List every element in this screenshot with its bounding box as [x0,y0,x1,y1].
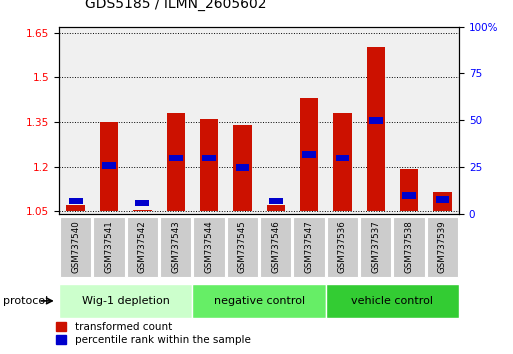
Text: GSM737542: GSM737542 [138,221,147,273]
Bar [167,113,185,211]
Text: GSM737544: GSM737544 [205,221,213,273]
FancyBboxPatch shape [59,284,192,318]
Text: negative control: negative control [213,296,305,306]
FancyBboxPatch shape [260,217,291,277]
Bar [402,192,416,199]
FancyBboxPatch shape [327,217,358,277]
Text: GSM737541: GSM737541 [105,221,113,273]
Text: GSM737537: GSM737537 [371,221,380,273]
Bar [200,119,218,211]
FancyBboxPatch shape [160,217,191,277]
FancyBboxPatch shape [326,284,459,318]
FancyBboxPatch shape [60,217,91,277]
Bar [67,205,85,211]
FancyBboxPatch shape [127,217,158,277]
Bar [100,122,118,211]
Bar [135,200,149,206]
FancyBboxPatch shape [93,217,125,277]
FancyBboxPatch shape [227,217,258,277]
Bar [102,162,116,169]
Bar [369,117,383,124]
Bar [436,196,449,202]
Bar [300,98,318,211]
FancyBboxPatch shape [393,217,425,277]
FancyBboxPatch shape [427,217,458,277]
Text: GSM737546: GSM737546 [271,221,280,273]
FancyBboxPatch shape [360,217,391,277]
Bar [267,205,285,211]
Bar [202,154,216,161]
Legend: transformed count, percentile rank within the sample: transformed count, percentile rank withi… [54,320,253,347]
Bar [302,151,316,158]
Text: GSM737536: GSM737536 [338,221,347,273]
Text: GSM737538: GSM737538 [405,221,413,273]
Text: GSM737547: GSM737547 [305,221,313,273]
Bar [269,198,283,204]
Text: GSM737545: GSM737545 [238,221,247,273]
Text: Wig-1 depletion: Wig-1 depletion [82,296,170,306]
Bar [400,170,418,211]
FancyBboxPatch shape [193,217,225,277]
FancyBboxPatch shape [192,284,326,318]
Bar [69,198,83,204]
Text: GSM737539: GSM737539 [438,221,447,273]
Bar [235,164,249,171]
Text: GSM737543: GSM737543 [171,221,180,273]
Text: GSM737540: GSM737540 [71,221,80,273]
Bar [336,154,349,161]
Bar [433,192,451,211]
Bar [367,47,385,211]
Text: protocol: protocol [3,296,48,306]
Text: vehicle control: vehicle control [351,296,433,306]
Bar [169,154,183,161]
Bar [333,113,351,211]
Text: GDS5185 / ILMN_2605602: GDS5185 / ILMN_2605602 [85,0,266,11]
Bar [233,125,251,211]
FancyBboxPatch shape [293,217,325,277]
Bar [133,210,151,211]
